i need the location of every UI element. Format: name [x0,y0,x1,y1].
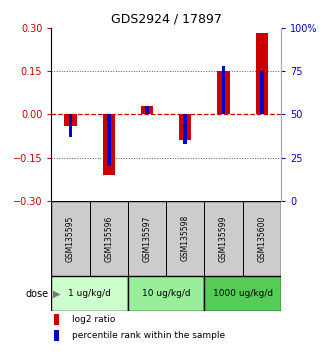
Text: log2 ratio: log2 ratio [72,315,115,324]
Text: 10 ug/kg/d: 10 ug/kg/d [142,289,190,298]
Bar [69,114,73,137]
Bar [260,72,264,114]
Text: dose: dose [25,289,48,298]
Text: 1000 ug/kg/d: 1000 ug/kg/d [213,289,273,298]
Bar [145,106,149,114]
Text: ▶: ▶ [53,289,60,298]
Bar [141,106,153,114]
Bar [54,330,59,341]
Text: GSM135599: GSM135599 [219,215,228,262]
Title: GDS2924 / 17897: GDS2924 / 17897 [111,13,221,26]
Bar [65,114,77,126]
Bar [179,114,191,140]
Text: GSM135600: GSM135600 [257,215,266,262]
Text: GSM135595: GSM135595 [66,215,75,262]
Bar [107,114,111,166]
Bar [217,72,230,114]
Bar [103,114,115,175]
FancyBboxPatch shape [204,276,281,311]
Text: GSM135598: GSM135598 [181,215,190,262]
Text: GSM135597: GSM135597 [143,215,152,262]
Bar [221,66,225,114]
Text: 1 ug/kg/d: 1 ug/kg/d [68,289,111,298]
FancyBboxPatch shape [128,276,204,311]
Text: GSM135596: GSM135596 [104,215,113,262]
Bar [54,314,59,325]
FancyBboxPatch shape [51,276,128,311]
Bar [256,33,268,114]
Bar [183,114,187,144]
Text: percentile rank within the sample: percentile rank within the sample [72,331,225,340]
FancyBboxPatch shape [51,201,281,276]
